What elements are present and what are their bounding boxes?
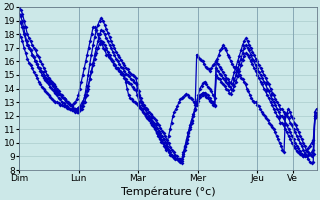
X-axis label: Température (°c): Température (°c) <box>121 186 215 197</box>
